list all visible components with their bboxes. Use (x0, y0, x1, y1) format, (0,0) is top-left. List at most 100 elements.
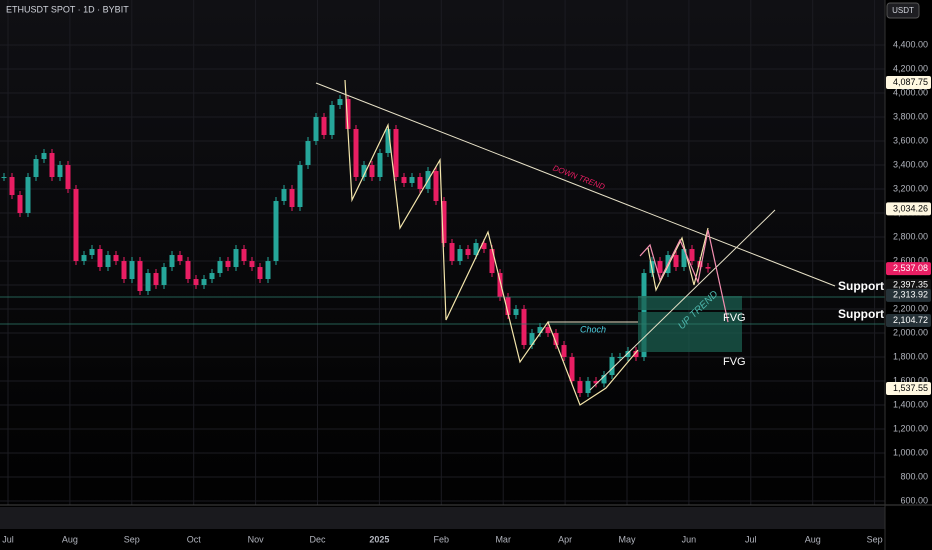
candle (201, 279, 207, 286)
price-label-box (886, 202, 931, 216)
price-label-box (886, 313, 931, 327)
chart-title: ETHUSDT SPOT · 1D · BYBIT (6, 4, 129, 14)
candle (369, 165, 375, 178)
candle (305, 141, 311, 166)
candle (49, 153, 55, 178)
candle (89, 249, 95, 256)
candle (185, 261, 191, 280)
y-tick-label: 1,600.00 (893, 375, 928, 385)
candle (41, 153, 47, 160)
candle (353, 129, 359, 178)
x-tick-label: Sep (867, 534, 883, 544)
x-tick-label: Jun (682, 534, 697, 544)
x-tick-label: Jul (745, 534, 757, 544)
candle (289, 189, 295, 208)
candle (57, 165, 63, 178)
candle (593, 381, 599, 384)
x-tick-label: Apr (558, 534, 572, 544)
y-tick-label: 3,600.00 (893, 135, 928, 145)
candle (177, 255, 183, 262)
x-tick-label: Aug (62, 534, 78, 544)
x-tick-label: Nov (248, 534, 265, 544)
y-tick-label: 4,000.00 (893, 87, 928, 97)
candle (561, 345, 567, 358)
candle (129, 261, 135, 280)
price-label-box (886, 75, 931, 89)
x-tick-label: Mar (495, 534, 511, 544)
candle (457, 249, 463, 262)
candle (249, 261, 255, 268)
fvg-label: FVG (723, 312, 746, 324)
grid (0, 0, 885, 505)
candle (345, 99, 351, 130)
candle (409, 177, 415, 184)
candle (585, 381, 591, 394)
y-tick-label: 2,600.00 (893, 255, 928, 265)
zigzag (639, 229, 729, 323)
y-tick-label: 1,800.00 (893, 351, 928, 361)
candle (545, 327, 551, 334)
y-tick-label: 2,200.00 (893, 303, 928, 313)
y-tick-label: 4,200.00 (893, 63, 928, 73)
price-label: 2,537.08 (893, 263, 928, 273)
fvg-box (638, 296, 742, 310)
y-tick-label: 3,400.00 (893, 159, 928, 169)
candle (537, 327, 543, 334)
axes: 600.00 800.00 1,000.00 1,200.00 1,400.00 1,60… (2, 39, 931, 544)
candle (265, 261, 271, 280)
price-label: 2,104.72 (893, 315, 928, 325)
y-tick-label: 1,000.00 (893, 447, 928, 457)
candle (481, 243, 487, 250)
candle (497, 273, 503, 298)
candle (441, 201, 447, 244)
candle (705, 267, 711, 269)
x-tick-label: Dec (309, 534, 326, 544)
zigzag (647, 227, 709, 292)
price-label: 2,397.35 (893, 280, 928, 290)
zigzag (344, 79, 639, 406)
candle (569, 357, 575, 382)
candle (257, 267, 263, 280)
up-trend-line (589, 209, 776, 391)
candle (81, 255, 87, 262)
y-tick-label: 4,400.00 (893, 39, 928, 49)
currency-button[interactable] (886, 2, 920, 19)
price-label-box (886, 382, 931, 396)
candle (145, 273, 151, 292)
candle (97, 249, 103, 268)
candle (209, 273, 215, 280)
fvg-label: FVG (723, 356, 746, 368)
candle (377, 153, 383, 178)
candle (233, 249, 239, 268)
x-tick-label: Feb (434, 534, 450, 544)
x-tick-label: May (618, 534, 636, 544)
candle (401, 177, 407, 184)
candle (577, 381, 583, 394)
candle (521, 309, 527, 346)
candle (393, 129, 399, 178)
candle (161, 267, 167, 286)
candle (553, 333, 559, 346)
y-tick-label: 2,800.00 (893, 231, 928, 241)
x-tick-label: Aug (805, 534, 821, 544)
x-tick-label: Sep (124, 534, 140, 544)
candle (153, 273, 159, 286)
y-tick-label: 3,800.00 (893, 111, 928, 121)
candle (217, 261, 223, 274)
candle (465, 249, 471, 256)
candle (225, 261, 231, 268)
candle (633, 351, 639, 358)
candle (609, 357, 615, 376)
candle (137, 261, 143, 292)
price-label: 4,087.75 (893, 77, 928, 87)
price-label-box (886, 262, 931, 276)
scrollbar[interactable] (0, 507, 885, 529)
candle (281, 189, 287, 202)
y-tick-label: 600.00 (900, 495, 928, 505)
candle (113, 255, 119, 262)
candle (697, 261, 703, 268)
candle (681, 249, 687, 268)
candle (297, 165, 303, 208)
candle (193, 279, 199, 286)
